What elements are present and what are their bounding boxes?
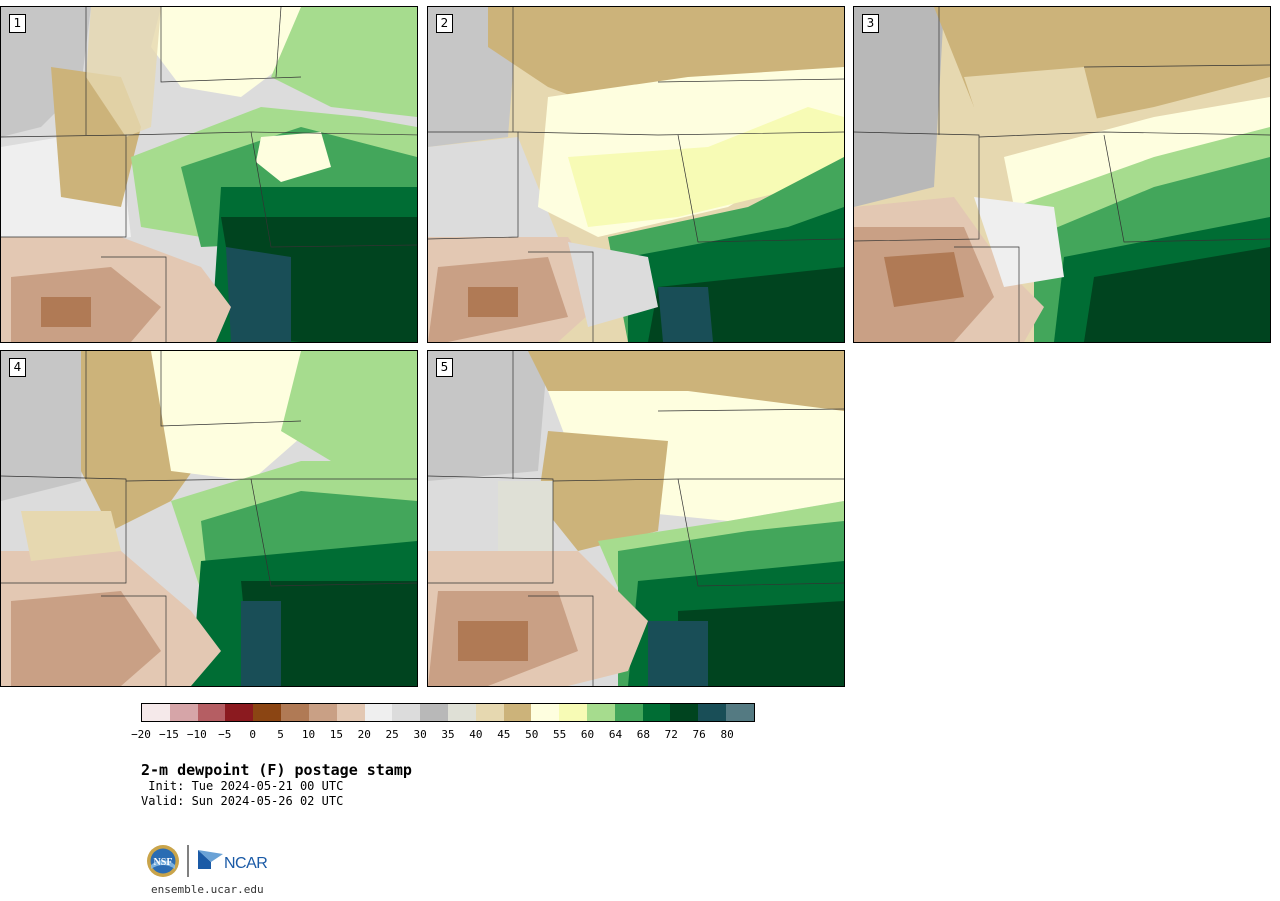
panel-number: 1: [9, 14, 26, 33]
colorbar-tick-label: 35: [441, 728, 455, 741]
colorbar-swatch: [392, 704, 421, 721]
colorbar-tick-label: −20: [131, 728, 151, 741]
colorbar-swatch: [447, 704, 476, 721]
colorbar-tick-label: 80: [720, 728, 734, 741]
colorbar-swatch: [531, 704, 560, 721]
nsf-logo-text: NSF: [154, 857, 173, 868]
stamp-panel-2: 2: [427, 6, 845, 343]
colorbar-swatch: [698, 704, 727, 721]
colorbar-tick-label: 40: [469, 728, 483, 741]
colorbar-tick-label: 45: [497, 728, 511, 741]
colorbar-tick-label: −10: [186, 728, 207, 741]
colorbar-tick-label: 55: [553, 728, 567, 741]
panel-number: 4: [9, 358, 26, 377]
website-link[interactable]: ensemble.ucar.edu: [151, 883, 264, 896]
valid-time: Valid: Sun 2024-05-26 02 UTC: [141, 794, 344, 808]
nsf-ncar-logo: NSF NCAR: [147, 845, 268, 877]
stamp-panel-4: 4: [0, 350, 418, 687]
panel-number: 5: [436, 358, 453, 377]
colorbar-tick-label: 68: [636, 728, 650, 741]
colorbar-tick-label: 20: [357, 728, 371, 741]
stamp-panel-5: 5: [427, 350, 845, 687]
colorbar-swatch: [225, 704, 254, 721]
panel-number: 2: [436, 14, 453, 33]
ncar-logo-text: NCAR: [224, 855, 267, 872]
colorbar-swatch: [142, 704, 170, 721]
colorbar-tick-label: −15: [158, 728, 179, 741]
colorbar-tick-label: 30: [413, 728, 427, 741]
colorbar-tick-label: 72: [664, 728, 678, 741]
colorbar-swatch: [587, 704, 615, 721]
colorbar-swatch: [475, 704, 504, 721]
dewpoint-map: [428, 7, 844, 342]
colorbar-tick-label: 76: [692, 728, 706, 741]
stamp-panel-1: 1: [0, 6, 418, 343]
colorbar-swatch: [253, 704, 282, 721]
colorbar-tick-label: 5: [277, 728, 284, 741]
colorbar-swatch: [281, 704, 309, 721]
colorbar-swatch: [726, 704, 754, 721]
colorbar-swatch: [308, 704, 337, 721]
colorbar-labels: −20 −15 −10 −5 0 5 10 15 20 25 30 35 40 45 50 55 60 64 68 7…: [131, 728, 755, 742]
colorbar-swatch: [197, 704, 226, 721]
colorbar-swatch: [336, 704, 365, 721]
colorbar-tick-label: 10: [301, 728, 316, 741]
dewpoint-map: [1, 351, 417, 686]
init-time: Init: Tue 2024-05-21 00 UTC: [141, 779, 344, 793]
logos: NSF NCAR: [145, 843, 275, 879]
colorbar-tick-label: 60: [580, 728, 595, 741]
dewpoint-map: [1, 7, 417, 342]
colorbar-tick-label: −5: [218, 728, 232, 741]
stamp-panel-3: 3: [853, 6, 1271, 343]
colorbar-tick-label: 25: [385, 728, 399, 741]
colorbar-swatch: [670, 704, 699, 721]
colorbar-swatch: [559, 704, 587, 721]
dewpoint-map: [854, 7, 1270, 342]
colorbar-swatch: [614, 704, 643, 721]
colorbar-swatch: [364, 704, 393, 721]
colorbar-swatch: [503, 704, 532, 721]
colorbar-tick-label: 50: [525, 728, 539, 741]
colorbar-tick-label: 0: [249, 728, 256, 741]
colorbar-swatch: [642, 704, 671, 721]
panel-number: 3: [862, 14, 879, 33]
colorbar-tick-label: 64: [608, 728, 623, 741]
page-title: 2-m dewpoint (F) postage stamp: [141, 761, 412, 779]
colorbar: [141, 703, 755, 722]
colorbar-tick-label: 15: [329, 728, 343, 741]
dewpoint-map: [428, 351, 844, 686]
colorbar-swatch: [169, 704, 198, 721]
colorbar-swatch: [420, 704, 448, 721]
